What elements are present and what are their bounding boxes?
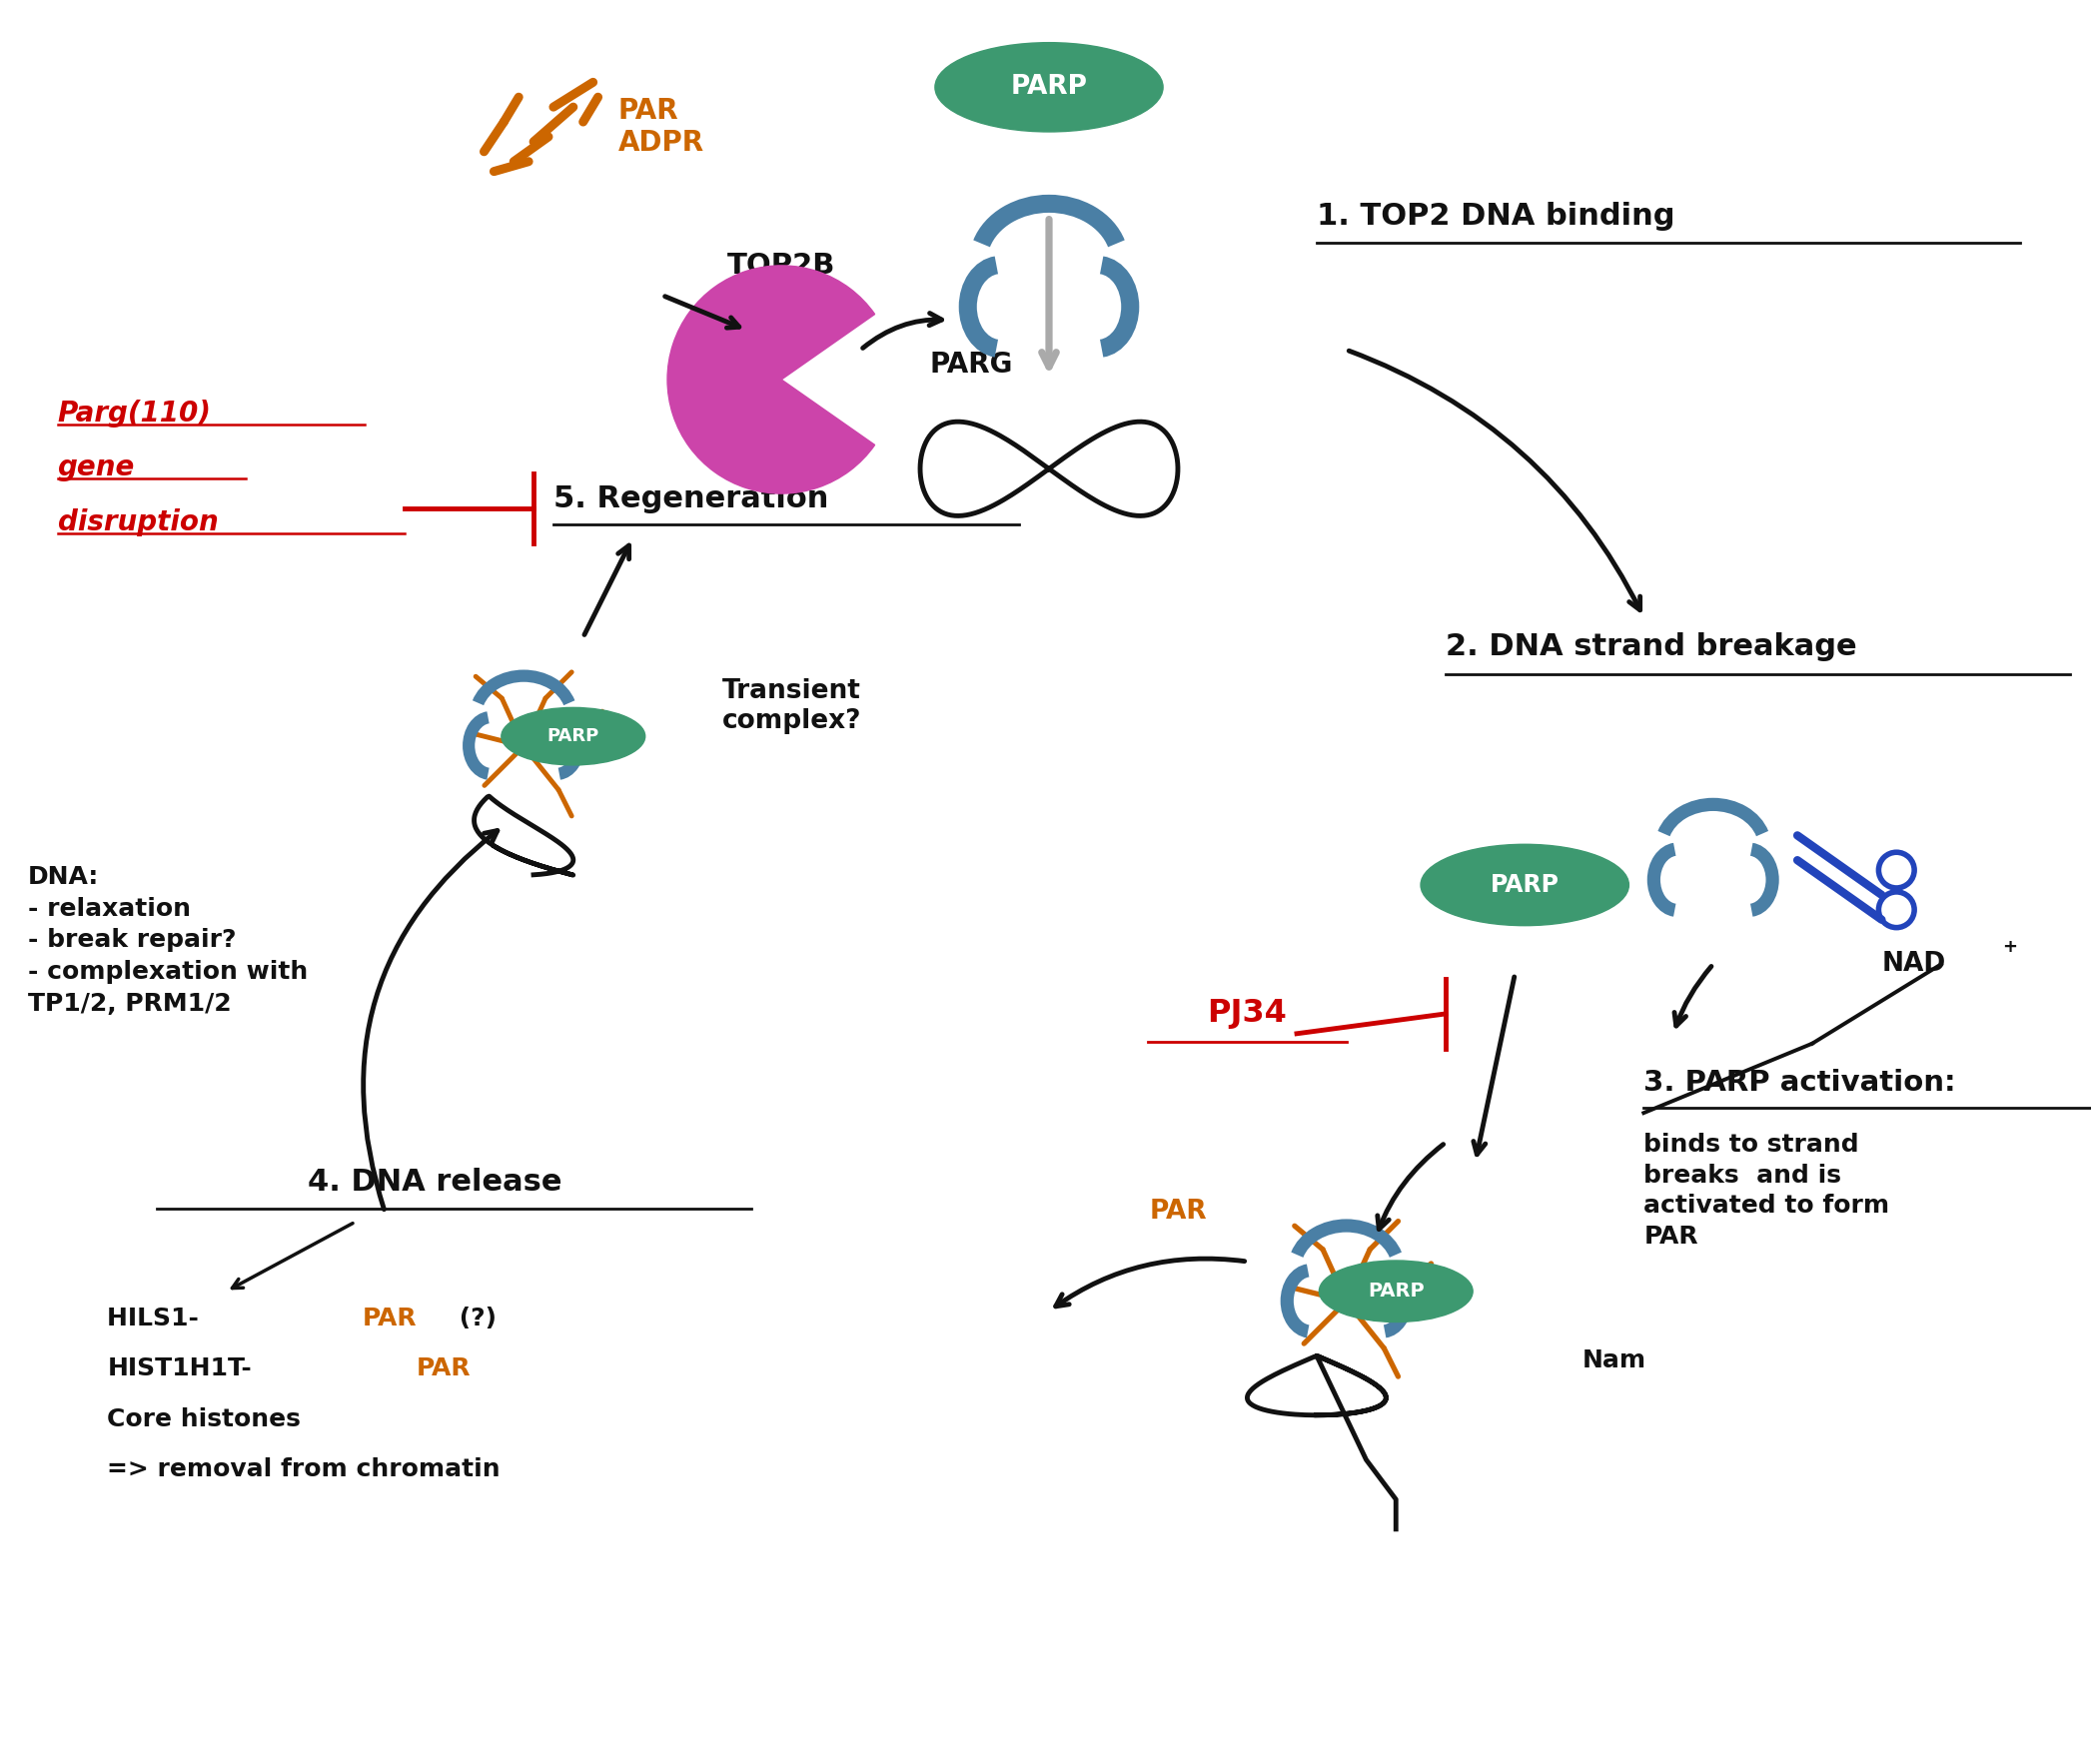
Text: gene: gene (59, 453, 134, 482)
Text: => removal from chromatin: => removal from chromatin (107, 1457, 502, 1482)
Text: Transient
complex?: Transient complex? (722, 679, 861, 734)
Text: PAR
ADPR: PAR ADPR (617, 97, 703, 157)
Text: PJ34: PJ34 (1207, 998, 1287, 1028)
Text: PAR: PAR (1148, 1200, 1207, 1224)
Text: PAR: PAR (363, 1305, 418, 1330)
Ellipse shape (1421, 845, 1629, 926)
Text: PAR: PAR (416, 1357, 470, 1381)
Text: 4. DNA release: 4. DNA release (306, 1168, 563, 1196)
Text: +: + (2002, 938, 2017, 956)
Text: Parg(110): Parg(110) (59, 399, 212, 427)
Text: PARP: PARP (1490, 873, 1560, 896)
Text: PARG: PARG (930, 351, 1014, 379)
Text: 3. PARP activation:: 3. PARP activation: (1644, 1069, 1956, 1097)
Ellipse shape (1318, 1261, 1473, 1321)
Text: HILS1-: HILS1- (107, 1305, 208, 1330)
Wedge shape (667, 266, 875, 494)
Text: PARP: PARP (1010, 74, 1087, 101)
Text: (?): (?) (451, 1305, 495, 1330)
Text: binds to strand
breaks  and is
activated to form
PAR: binds to strand breaks and is activated … (1644, 1132, 1889, 1249)
Ellipse shape (502, 707, 644, 766)
Text: Core histones: Core histones (107, 1408, 300, 1431)
Text: TOP2B: TOP2B (728, 252, 835, 279)
Text: 2. DNA strand breakage: 2. DNA strand breakage (1446, 633, 1858, 662)
Ellipse shape (934, 42, 1163, 132)
Text: 1. TOP2 DNA binding: 1. TOP2 DNA binding (1316, 201, 1675, 231)
Text: PARP: PARP (1369, 1282, 1425, 1300)
Text: DNA:
- relaxation
- break repair?
- complexation with
TP1/2, PRM1/2: DNA: - relaxation - break repair? - comp… (27, 864, 309, 1016)
Text: 5. Regeneration: 5. Regeneration (554, 483, 829, 513)
Text: NAD: NAD (1881, 951, 1946, 977)
Text: PARP: PARP (548, 727, 600, 746)
Text: Nam: Nam (1583, 1349, 1646, 1372)
Text: disruption: disruption (59, 508, 218, 536)
Text: HIST1H1T-: HIST1H1T- (107, 1357, 252, 1381)
